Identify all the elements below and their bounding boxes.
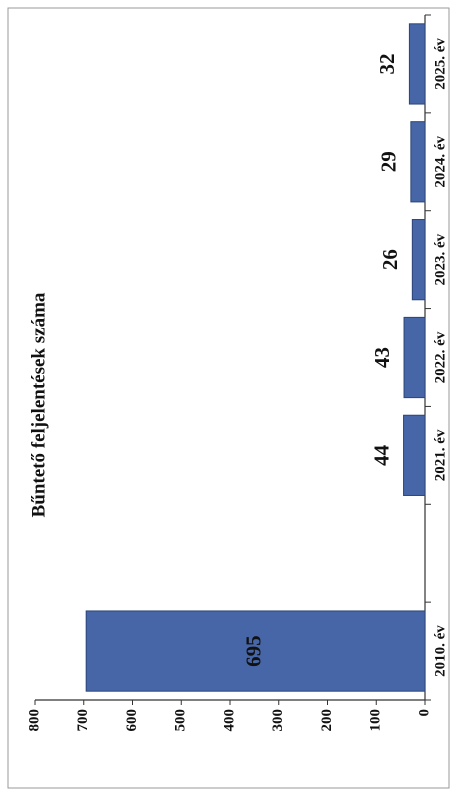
y-tick-label: 500 bbox=[173, 709, 189, 732]
data-label: 44 bbox=[369, 444, 393, 466]
x-tick-label: 2025. év bbox=[432, 38, 448, 90]
data-label: 43 bbox=[370, 347, 394, 368]
bar bbox=[411, 219, 426, 301]
y-tick-label: 0 bbox=[416, 709, 432, 717]
bar bbox=[408, 23, 426, 105]
y-tick-label: 600 bbox=[124, 709, 140, 732]
bar bbox=[85, 610, 426, 692]
x-tick-label: 2021. év bbox=[432, 429, 448, 481]
y-tick-label: 200 bbox=[319, 709, 335, 732]
y-tick-label: 300 bbox=[270, 709, 286, 732]
data-label: 695 bbox=[241, 635, 265, 667]
frame bbox=[7, 7, 450, 789]
data-label: 26 bbox=[378, 249, 402, 270]
x-tick-label: 2024. év bbox=[432, 135, 448, 187]
y-tick-label: 700 bbox=[75, 709, 91, 732]
bar bbox=[410, 121, 426, 203]
x-tick-label: 2023. év bbox=[432, 233, 448, 285]
data-label: 32 bbox=[375, 53, 399, 74]
x-tick-label: 2022. év bbox=[432, 331, 448, 383]
data-label: 29 bbox=[377, 151, 401, 172]
y-tick-label: 100 bbox=[368, 709, 384, 732]
x-tick-label: 2010. év bbox=[432, 625, 448, 677]
rotated-chart: Bűntető feljelentések száma 0 100 200 300 40… bbox=[26, 14, 448, 732]
y-tick-label: 800 bbox=[26, 709, 42, 732]
bar bbox=[403, 414, 426, 496]
y-tick-label: 400 bbox=[221, 709, 237, 732]
chart-title: Bűntető feljelentések száma bbox=[28, 292, 49, 517]
bar bbox=[403, 316, 426, 399]
